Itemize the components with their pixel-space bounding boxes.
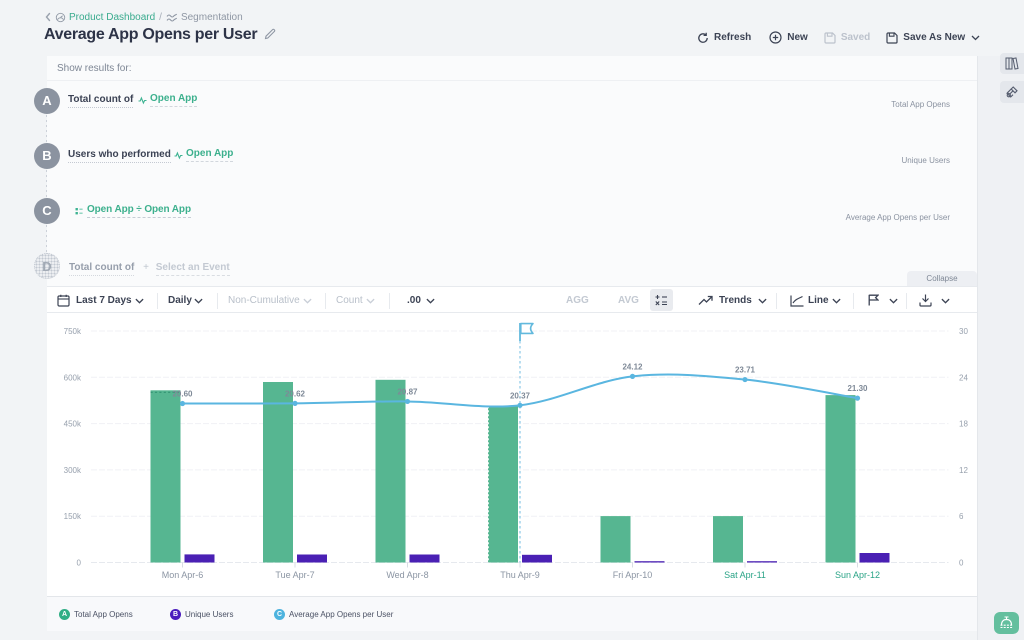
svg-text:750k: 750k: [64, 327, 82, 336]
svg-text:18: 18: [959, 420, 968, 429]
svg-text:Sun Apr-12: Sun Apr-12: [835, 570, 880, 580]
svg-text:20.87: 20.87: [397, 387, 418, 396]
svg-text:450k: 450k: [64, 420, 82, 429]
svg-text:23.71: 23.71: [735, 366, 756, 375]
svg-text:24.12: 24.12: [622, 362, 643, 371]
svg-text:300k: 300k: [64, 466, 82, 475]
svg-text:Fri Apr-10: Fri Apr-10: [613, 570, 653, 580]
svg-text:30: 30: [959, 327, 968, 336]
svg-text:0: 0: [77, 559, 82, 568]
svg-text:0: 0: [959, 559, 964, 568]
svg-text:12: 12: [959, 466, 968, 475]
svg-text:20.60: 20.60: [172, 390, 193, 399]
svg-text:20.62: 20.62: [285, 389, 306, 398]
svg-text:24: 24: [959, 373, 968, 382]
svg-text:150k: 150k: [64, 512, 82, 521]
svg-text:6: 6: [959, 512, 964, 521]
svg-text:600k: 600k: [64, 373, 82, 382]
svg-text:Mon Apr-6: Mon Apr-6: [162, 570, 204, 580]
svg-text:Thu Apr-9: Thu Apr-9: [500, 570, 540, 580]
svg-text:Sat Apr-11: Sat Apr-11: [724, 570, 766, 580]
svg-text:20.37: 20.37: [510, 391, 531, 400]
svg-text:21.30: 21.30: [847, 384, 868, 393]
svg-text:Tue Apr-7: Tue Apr-7: [275, 570, 314, 580]
svg-text:Wed Apr-8: Wed Apr-8: [386, 570, 428, 580]
